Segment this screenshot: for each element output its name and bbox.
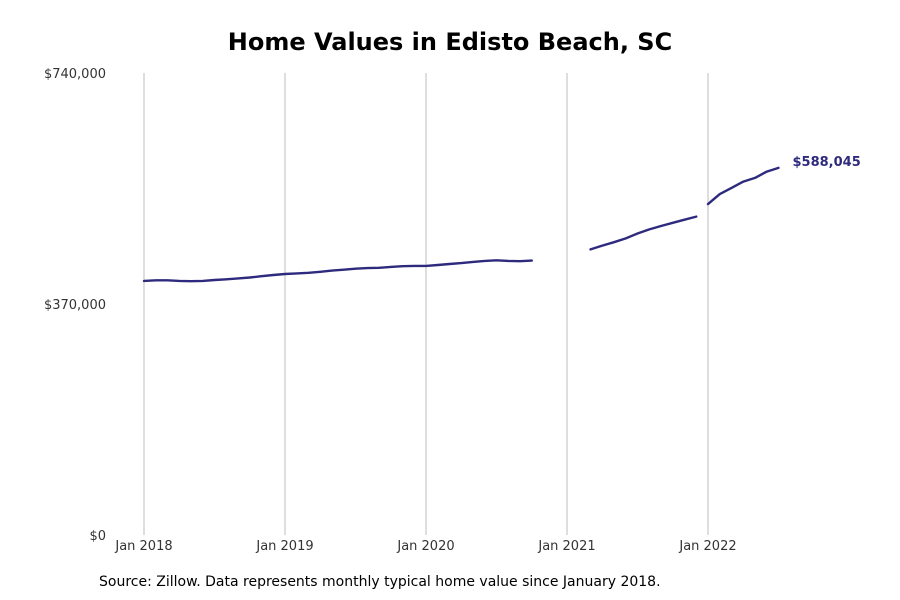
- vertical-gridlines: [143, 73, 709, 535]
- x-tick-label: Jan 2019: [255, 539, 313, 554]
- series-line-segment: [589, 215, 698, 251]
- x-tick-label: Jan 2018: [114, 539, 172, 554]
- x-axis-labels: Jan 2018 Jan 2019 Jan 2020 Jan 2021 Jan 2022: [114, 539, 736, 554]
- x-tick-label: Jan 2021: [537, 539, 595, 554]
- series-line-segment: [142, 259, 533, 283]
- x-tick-label: Jan 2020: [396, 539, 454, 554]
- x-tick-label: Jan 2022: [678, 539, 736, 554]
- y-axis-labels: $0 $370,000 $740,000: [44, 67, 106, 544]
- series-line-segment: [706, 166, 780, 206]
- end-value-label: $588,045: [793, 155, 861, 170]
- series-lines: [142, 166, 780, 283]
- y-tick-label: $0: [89, 529, 106, 544]
- chart-title: Home Values in Edisto Beach, SC: [227, 28, 673, 56]
- y-tick-label: $740,000: [44, 67, 106, 82]
- source-note: Source: Zillow. Data represents monthly …: [99, 574, 661, 590]
- y-tick-label: $370,000: [44, 298, 106, 313]
